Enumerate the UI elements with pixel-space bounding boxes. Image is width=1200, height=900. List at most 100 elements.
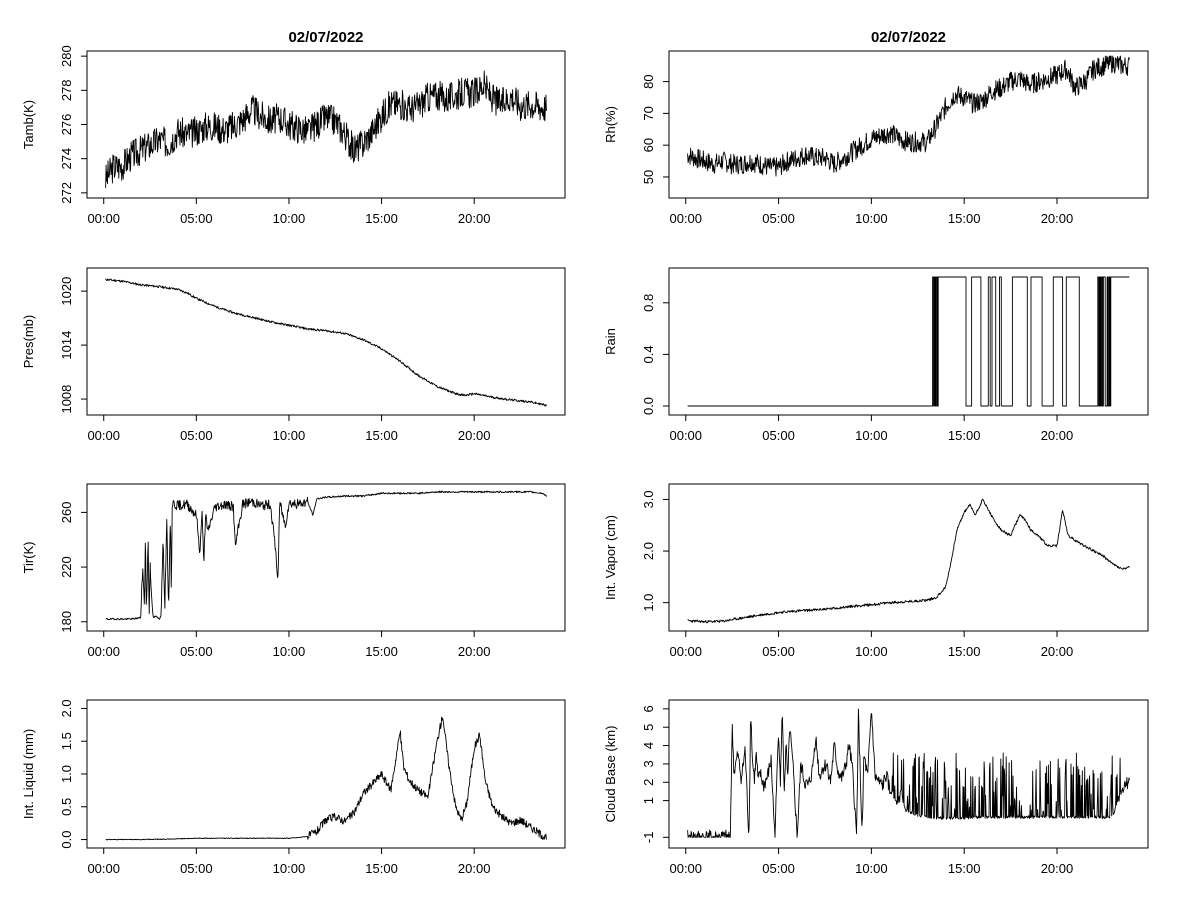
x-tick-label: 15:00 bbox=[365, 861, 398, 876]
y-tick-label: 280 bbox=[59, 45, 74, 67]
y-axis-label: Tamb(K) bbox=[21, 100, 36, 149]
x-tick-label: 00:00 bbox=[87, 644, 120, 659]
y-tick-label: 80 bbox=[641, 74, 656, 88]
x-tick-label: 05:00 bbox=[180, 211, 213, 226]
y-tick-label: 2 bbox=[641, 779, 656, 786]
x-tick-label: 00:00 bbox=[669, 211, 702, 226]
series-line-cloud-base bbox=[687, 708, 1130, 838]
y-tick-label: 1008 bbox=[59, 385, 74, 414]
y-tick-label: 0.5 bbox=[59, 798, 74, 816]
panel-0: 02/07/2022 00:00 05:00 10:00 15:00 20:00 272 27… bbox=[21, 29, 566, 226]
y-axis-label: Rain bbox=[603, 328, 618, 355]
x-tick-label: 15:00 bbox=[948, 861, 981, 876]
x-tick-label: 15:00 bbox=[365, 644, 398, 659]
y-tick-label: 180 bbox=[59, 611, 74, 633]
series-line-tamb bbox=[105, 70, 547, 188]
x-tick-label: 10:00 bbox=[855, 644, 888, 659]
y-tick-label: 3 bbox=[641, 760, 656, 767]
y-tick-label: 220 bbox=[59, 556, 74, 578]
x-tick-label: 05:00 bbox=[762, 861, 795, 876]
y-tick-label: 0.4 bbox=[641, 345, 656, 363]
y-axis-label: Tir(K) bbox=[21, 541, 36, 573]
x-tick-label: 10:00 bbox=[855, 211, 888, 226]
y-tick-label: 274 bbox=[59, 148, 74, 170]
y-tick-label: 70 bbox=[641, 106, 656, 120]
panel-7: 00:00 05:00 10:00 15:00 20:00 -1 1 2 3 4 5 6 Cloud B… bbox=[603, 699, 1149, 876]
y-tick-label: 6 bbox=[641, 705, 656, 712]
x-tick-label: 15:00 bbox=[948, 211, 981, 226]
x-tick-label: 05:00 bbox=[180, 428, 213, 443]
x-tick-label: 10:00 bbox=[855, 861, 888, 876]
y-tick-label: 260 bbox=[59, 502, 74, 524]
series-line-int-vapor bbox=[687, 498, 1130, 624]
y-axis-label: Pres(mb) bbox=[21, 315, 36, 368]
x-tick-label: 10:00 bbox=[273, 211, 306, 226]
x-tick-label: 10:00 bbox=[273, 428, 306, 443]
panel-4: 00:00 05:00 10:00 15:00 20:00 180 220 260 Tir(K) bbox=[21, 483, 566, 659]
x-tick-label: 00:00 bbox=[87, 211, 120, 226]
x-tick-label: 10:00 bbox=[273, 644, 306, 659]
series-line-int-liquid bbox=[105, 716, 547, 841]
y-tick-label: -1 bbox=[641, 832, 656, 844]
y-axis-label: Int. Liquid (mm) bbox=[21, 729, 36, 819]
panel-5: 00:00 05:00 10:00 15:00 20:00 1.0 2.0 3.0 Int. V… bbox=[603, 483, 1149, 659]
y-tick-label: 0.0 bbox=[59, 831, 74, 849]
y-tick-label: 50 bbox=[641, 170, 656, 184]
series-line-pres bbox=[105, 278, 547, 407]
series-line-rh bbox=[687, 55, 1130, 177]
y-tick-label: 272 bbox=[59, 182, 74, 204]
plot-frame bbox=[668, 483, 1149, 632]
y-tick-label: 1020 bbox=[59, 277, 74, 306]
panel-3: 00:00 05:00 10:00 15:00 20:00 0.0 0.4 0.8 Rain bbox=[603, 267, 1149, 443]
y-tick-label: 1.0 bbox=[641, 594, 656, 612]
x-tick-label: 00:00 bbox=[669, 861, 702, 876]
x-tick-label: 20:00 bbox=[1041, 428, 1074, 443]
x-tick-label: 05:00 bbox=[762, 644, 795, 659]
x-tick-label: 10:00 bbox=[273, 861, 306, 876]
y-tick-label: 2.0 bbox=[59, 699, 74, 717]
x-tick-label: 20:00 bbox=[458, 861, 491, 876]
x-tick-label: 20:00 bbox=[1041, 644, 1074, 659]
panel-2: 00:00 05:00 10:00 15:00 20:00 1008 1014 1020 Pre… bbox=[21, 267, 566, 443]
y-tick-label: 2.0 bbox=[641, 542, 656, 560]
plot-frame bbox=[86, 50, 566, 199]
x-tick-label: 00:00 bbox=[669, 644, 702, 659]
x-tick-label: 05:00 bbox=[180, 644, 213, 659]
chart-title: 02/07/2022 bbox=[871, 29, 946, 46]
x-tick-label: 15:00 bbox=[365, 428, 398, 443]
x-tick-label: 10:00 bbox=[855, 428, 888, 443]
x-tick-label: 00:00 bbox=[669, 428, 702, 443]
plot-frame bbox=[86, 699, 566, 849]
x-tick-label: 20:00 bbox=[458, 644, 491, 659]
y-tick-label: 0.8 bbox=[641, 294, 656, 312]
x-tick-label: 20:00 bbox=[1041, 211, 1074, 226]
chart-title: 02/07/2022 bbox=[288, 29, 363, 46]
x-tick-label: 15:00 bbox=[948, 428, 981, 443]
y-tick-label: 3.0 bbox=[641, 490, 656, 508]
x-tick-label: 05:00 bbox=[762, 211, 795, 226]
y-tick-label: 1014 bbox=[59, 331, 74, 360]
y-axis-label: Rh(%) bbox=[603, 106, 618, 143]
x-tick-label: 15:00 bbox=[948, 644, 981, 659]
series-line-tir bbox=[105, 490, 547, 621]
y-axis-label: Int. Vapor (cm) bbox=[603, 515, 618, 600]
y-axis-label: Cloud Base (km) bbox=[603, 726, 618, 823]
y-tick-label: 0.0 bbox=[641, 397, 656, 415]
y-tick-label: 1.5 bbox=[59, 732, 74, 750]
plot-frame bbox=[668, 50, 1149, 199]
series-line-rain bbox=[687, 276, 1130, 407]
x-tick-label: 15:00 bbox=[365, 211, 398, 226]
plot-frame bbox=[86, 267, 566, 416]
plot-frame bbox=[86, 483, 566, 632]
x-tick-label: 20:00 bbox=[458, 211, 491, 226]
x-tick-label: 00:00 bbox=[87, 861, 120, 876]
x-tick-label: 20:00 bbox=[458, 428, 491, 443]
y-tick-label: 4 bbox=[641, 742, 656, 749]
panel-1: 02/07/2022 00:00 05:00 10:00 15:00 20:00 50 60 7… bbox=[603, 29, 1149, 226]
y-tick-label: 278 bbox=[59, 79, 74, 101]
panel-6: 00:00 05:00 10:00 15:00 20:00 0.0 0.5 1.0 1.5 2.0… bbox=[21, 699, 566, 876]
y-tick-label: 60 bbox=[641, 138, 656, 152]
y-tick-label: 1.0 bbox=[59, 765, 74, 783]
x-tick-label: 20:00 bbox=[1041, 861, 1074, 876]
